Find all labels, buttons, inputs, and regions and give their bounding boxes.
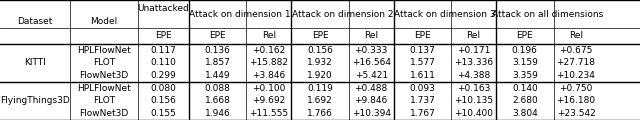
Text: KITTI: KITTI — [24, 58, 46, 67]
Text: 1.766: 1.766 — [307, 109, 333, 118]
Text: Rel: Rel — [262, 31, 276, 41]
Text: +27.718: +27.718 — [557, 58, 595, 67]
Text: FlowNet3D: FlowNet3D — [79, 71, 129, 80]
Text: 1.857: 1.857 — [205, 58, 230, 67]
Text: +16.180: +16.180 — [556, 96, 596, 105]
Text: HPLFlowNet: HPLFlowNet — [77, 46, 131, 55]
Text: 0.080: 0.080 — [150, 84, 176, 93]
Text: Model: Model — [90, 17, 118, 26]
Text: +10.400: +10.400 — [454, 109, 493, 118]
Text: +0.100: +0.100 — [252, 84, 285, 93]
Text: EPE: EPE — [414, 31, 431, 41]
Text: Rel: Rel — [467, 31, 481, 41]
Text: 1.920: 1.920 — [307, 71, 333, 80]
Text: FLOT: FLOT — [93, 96, 115, 105]
Text: 0.156: 0.156 — [150, 96, 176, 105]
Text: +16.564: +16.564 — [352, 58, 390, 67]
Text: Attack on dimension 2: Attack on dimension 2 — [292, 10, 393, 19]
Text: +0.488: +0.488 — [355, 84, 388, 93]
Text: 1.737: 1.737 — [410, 96, 435, 105]
Text: 0.155: 0.155 — [150, 109, 176, 118]
Text: 0.117: 0.117 — [150, 46, 176, 55]
Text: +0.162: +0.162 — [252, 46, 285, 55]
Text: +13.336: +13.336 — [454, 58, 493, 67]
Text: +0.163: +0.163 — [457, 84, 490, 93]
Text: 0.299: 0.299 — [150, 71, 176, 80]
Text: +0.333: +0.333 — [355, 46, 388, 55]
Text: EPE: EPE — [209, 31, 226, 41]
Text: 1.932: 1.932 — [307, 58, 333, 67]
Text: 0.137: 0.137 — [410, 46, 435, 55]
Text: 0.119: 0.119 — [307, 84, 333, 93]
Text: 1.449: 1.449 — [205, 71, 230, 80]
Text: +10.394: +10.394 — [352, 109, 390, 118]
Text: Attack on dimension 3: Attack on dimension 3 — [394, 10, 495, 19]
Text: Rel: Rel — [569, 31, 583, 41]
Text: 1.946: 1.946 — [205, 109, 230, 118]
Text: 0.140: 0.140 — [512, 84, 538, 93]
Text: Attack on all dimensions: Attack on all dimensions — [492, 10, 603, 19]
Text: 1.668: 1.668 — [205, 96, 230, 105]
Text: 1.611: 1.611 — [410, 71, 435, 80]
Text: 1.577: 1.577 — [410, 58, 435, 67]
Text: +5.421: +5.421 — [355, 71, 388, 80]
Text: FLOT: FLOT — [93, 58, 115, 67]
Text: +11.555: +11.555 — [249, 109, 289, 118]
Text: +15.882: +15.882 — [250, 58, 288, 67]
Text: +10.234: +10.234 — [557, 71, 595, 80]
Text: 0.088: 0.088 — [205, 84, 230, 93]
Text: 0.196: 0.196 — [512, 46, 538, 55]
Text: Dataset: Dataset — [17, 17, 53, 26]
Text: EPE: EPE — [516, 31, 533, 41]
Text: FlowNet3D: FlowNet3D — [79, 109, 129, 118]
Text: 3.804: 3.804 — [512, 109, 538, 118]
Text: +10.135: +10.135 — [454, 96, 493, 105]
Text: +0.171: +0.171 — [457, 46, 490, 55]
Text: +4.388: +4.388 — [457, 71, 490, 80]
Text: 3.159: 3.159 — [512, 58, 538, 67]
Text: 0.156: 0.156 — [307, 46, 333, 55]
Text: 3.359: 3.359 — [512, 71, 538, 80]
Text: +0.750: +0.750 — [559, 84, 593, 93]
Text: Rel: Rel — [364, 31, 378, 41]
Text: FlyingThings3D: FlyingThings3D — [1, 96, 70, 105]
Text: +0.675: +0.675 — [559, 46, 593, 55]
Text: +3.846: +3.846 — [252, 71, 285, 80]
Text: 1.692: 1.692 — [307, 96, 333, 105]
Text: 0.110: 0.110 — [150, 58, 176, 67]
Text: Unattacked: Unattacked — [138, 4, 189, 13]
Text: 2.680: 2.680 — [512, 96, 538, 105]
Text: EPE: EPE — [312, 31, 328, 41]
Text: 0.093: 0.093 — [410, 84, 435, 93]
Text: HPLFlowNet: HPLFlowNet — [77, 84, 131, 93]
Text: +9.846: +9.846 — [355, 96, 388, 105]
Text: Attack on dimension 1: Attack on dimension 1 — [189, 10, 291, 19]
Text: +9.692: +9.692 — [252, 96, 285, 105]
Text: 1.767: 1.767 — [410, 109, 435, 118]
Text: EPE: EPE — [155, 31, 172, 41]
Text: 0.136: 0.136 — [205, 46, 230, 55]
Text: +23.542: +23.542 — [557, 109, 595, 118]
